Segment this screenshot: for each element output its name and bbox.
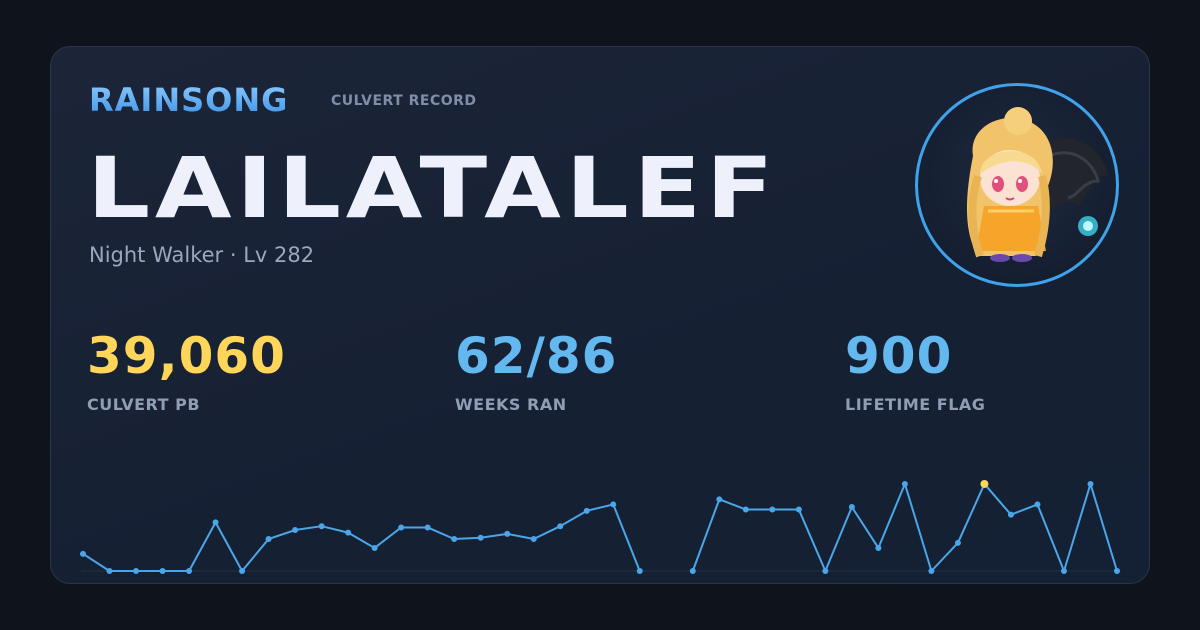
sparkline-point	[530, 535, 537, 542]
sparkline-segment	[347, 531, 376, 549]
sparkline-point	[451, 535, 458, 542]
stat-value: 62/86	[455, 327, 618, 385]
sparkline-segment	[188, 521, 217, 572]
character-avatar-icon	[915, 83, 1119, 287]
sparkline-segment	[1063, 483, 1092, 572]
sparkline-segment	[797, 509, 827, 572]
sparkline-point	[477, 534, 484, 541]
sparkline-point	[318, 523, 325, 530]
sparkline-point	[742, 506, 749, 513]
sparkline-point	[80, 550, 86, 557]
sparkline-segment	[930, 542, 959, 572]
sparkline-point	[1114, 568, 1120, 574]
sparkline-point	[292, 527, 299, 534]
sparkline-point	[610, 501, 617, 508]
sparkline-point	[159, 568, 166, 574]
sparkline-segment	[957, 483, 986, 544]
stat-lifetime-flag: 900 LIFETIME FLAG	[845, 327, 985, 414]
sparkline-segment	[718, 498, 747, 511]
sparkline-point	[212, 519, 219, 526]
sparkline-segment	[824, 506, 853, 572]
sparkline-segment	[903, 483, 933, 572]
sparkline-segment	[691, 498, 721, 572]
stat-value: 900	[845, 327, 953, 385]
culvert-sparkline	[80, 479, 1121, 574]
sparkline-point	[424, 524, 431, 531]
sparkline-point	[901, 480, 908, 487]
sparkline-point	[1087, 480, 1094, 487]
sparkline-segment	[533, 525, 561, 540]
page-subtitle: CULVERT RECORD	[331, 93, 477, 109]
stat-weeks-ran: 62/86 WEEKS RAN	[455, 327, 617, 414]
sparkline-segment	[82, 553, 111, 572]
sparkline-point	[345, 529, 352, 536]
sparkline-segment	[1089, 483, 1118, 572]
sparkline-point	[1007, 511, 1014, 518]
sparkline-points	[80, 479, 1120, 574]
sparkline-segment	[851, 506, 880, 549]
brand-logo: RAINSONG	[89, 81, 289, 119]
sparkline-segment	[427, 526, 455, 540]
sparkline-segment	[1010, 503, 1038, 516]
sparkline-point	[133, 568, 140, 574]
sparkline-point	[848, 503, 855, 510]
sparkline-point	[239, 568, 246, 574]
sparkline-point	[557, 523, 564, 530]
stat-label: WEEKS RAN	[455, 395, 567, 414]
sparkline-segment	[454, 536, 481, 540]
sparkline-segment	[877, 483, 906, 549]
sparkline-point	[1060, 568, 1067, 574]
sparkline-point	[795, 506, 802, 513]
sparkline-segment	[983, 483, 1012, 516]
sparkline-segment	[507, 532, 534, 540]
sparkline-segment	[612, 504, 641, 572]
sparkline-segment	[1036, 504, 1065, 572]
sparkline-point	[371, 544, 378, 551]
sparkline-segment	[586, 503, 614, 512]
character-details: Night Walker · Lv 282	[89, 243, 315, 267]
sparkline-point	[716, 496, 723, 503]
character-name: LAILATALEF	[87, 139, 779, 237]
sparkline-segment	[294, 525, 322, 532]
sparkline-point	[769, 506, 776, 513]
sparkline-point	[106, 568, 113, 574]
stat-label: CULVERT PB	[87, 395, 201, 414]
stat-label: LIFETIME FLAG	[845, 395, 986, 414]
sparkline-segment	[374, 526, 402, 549]
sparkline-point	[265, 535, 272, 542]
sparkline-point	[954, 539, 961, 546]
sparkline-point	[398, 524, 405, 531]
sparkline-point	[583, 507, 590, 514]
record-card: RAINSONG CULVERT RECORD LAILATALEF Night…	[50, 46, 1150, 584]
sparkline-segment	[559, 509, 588, 528]
stat-value: 39,060	[87, 327, 286, 385]
sparkline-point	[636, 568, 643, 574]
stat-culvert-pb: 39,060 CULVERT PB	[87, 327, 286, 414]
sparkline-point	[186, 568, 193, 574]
sparkline-segment	[214, 521, 243, 572]
sparkline-segment	[480, 532, 508, 539]
sparkline-segment	[241, 538, 270, 572]
sparkline-point	[1034, 501, 1041, 508]
sparkline-series	[82, 483, 1118, 572]
sparkline-segment	[321, 525, 349, 534]
sparkline-point	[689, 568, 696, 574]
sparkline-segment	[268, 529, 296, 540]
sparkline-point	[875, 544, 882, 551]
sparkline-point	[504, 530, 511, 537]
sparkline-point	[928, 568, 935, 574]
avatar-art	[966, 107, 1108, 262]
sparkline-point-best	[980, 479, 989, 488]
sparkline-point	[822, 568, 829, 574]
